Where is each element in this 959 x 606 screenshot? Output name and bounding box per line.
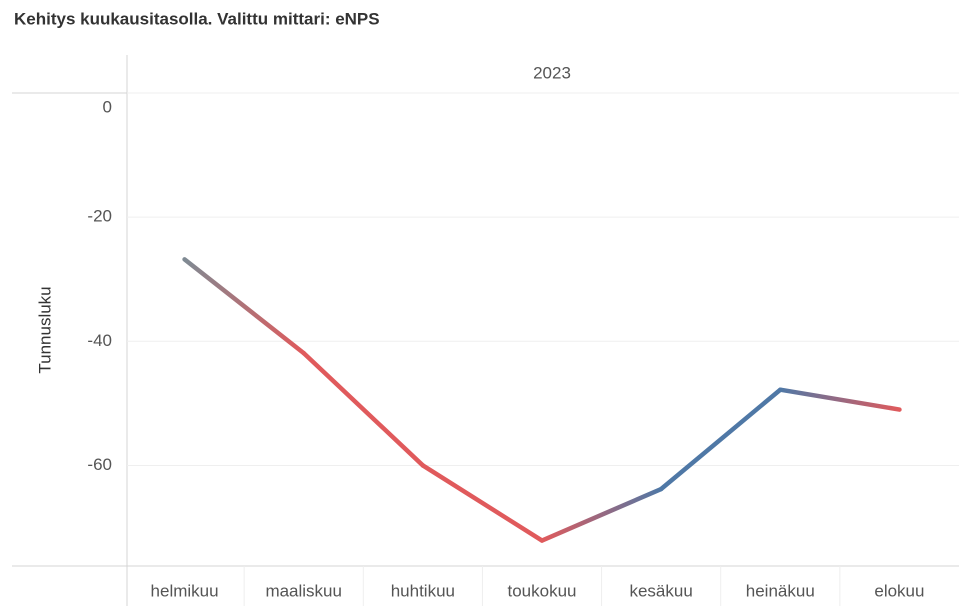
line-segment [658, 387, 783, 492]
y-tick-label: 0 [103, 97, 112, 116]
chart-title: Kehitys kuukausitasolla. Valittu mittari… [14, 9, 380, 28]
y-axis-title: Tunnusluku [35, 286, 54, 373]
y-tick-label: -40 [87, 331, 112, 350]
x-tick-label: kesäkuu [629, 581, 692, 600]
line-segment [539, 486, 664, 543]
x-tick-label: helmikuu [151, 581, 219, 600]
x-tick-label: maaliskuu [265, 581, 342, 600]
line-segment [301, 350, 426, 468]
column-header: 2023 [533, 63, 571, 82]
line-segment [778, 387, 902, 412]
line-segment [182, 257, 306, 356]
x-tick-label: heinäkuu [746, 581, 815, 600]
line-segment [420, 463, 545, 543]
y-tick-label: -60 [87, 455, 112, 474]
x-tick-label: toukokuu [508, 581, 577, 600]
x-tick-label: huhtikuu [391, 581, 455, 600]
y-tick-label: -20 [87, 207, 112, 226]
x-tick-label: elokuu [874, 581, 924, 600]
